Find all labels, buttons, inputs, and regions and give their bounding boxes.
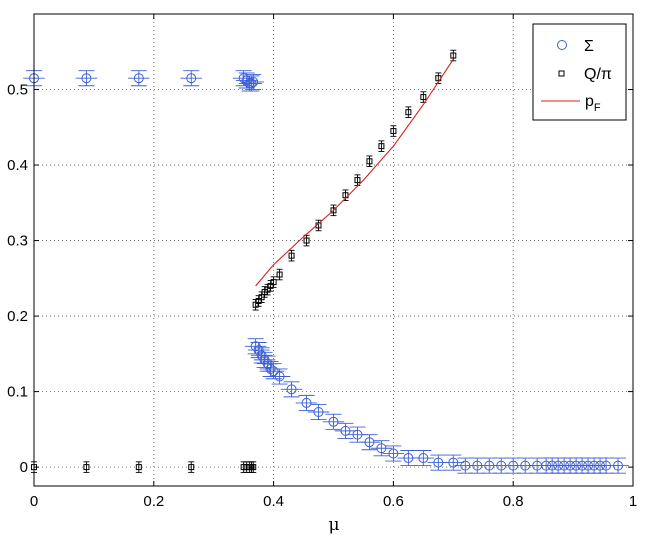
q-point — [276, 271, 283, 278]
sigma-point — [583, 460, 594, 471]
sigma-point — [81, 73, 92, 84]
x-tick-label: 0.4 — [263, 493, 284, 510]
grid-lines — [34, 14, 633, 486]
sigma-point — [376, 443, 387, 454]
sigma-point — [541, 460, 552, 471]
q-point — [330, 207, 337, 214]
legend-q-marker — [558, 70, 565, 77]
sigma-point — [241, 75, 252, 86]
sigma-point — [133, 73, 144, 84]
sigma-point — [238, 73, 249, 84]
sigma-point — [577, 460, 588, 471]
x-tick-label: 0.6 — [383, 493, 404, 510]
sigma-point — [352, 429, 363, 440]
sigma-point — [565, 460, 576, 471]
sigma-point — [259, 354, 270, 365]
sigma-point — [547, 460, 558, 471]
sigma-point — [364, 437, 375, 448]
q-point — [250, 464, 257, 471]
sigma-point — [301, 397, 312, 408]
y-tick-labels: 0 0.1 0.2 0.3 0.4 0.5 — [7, 82, 28, 477]
y-tick-label: 0 — [20, 459, 28, 476]
y-tick-label: 0.2 — [7, 308, 28, 325]
q-point — [450, 52, 457, 59]
sigma-point — [433, 457, 444, 468]
legend-pf-subscript: F — [594, 102, 601, 114]
x-tick-label: 0.8 — [503, 493, 524, 510]
y-tick-label: 0.1 — [7, 384, 28, 401]
q-point — [354, 177, 361, 184]
y-tick-label: 0.5 — [7, 82, 28, 99]
sigma-point — [589, 460, 600, 471]
q-point — [405, 109, 412, 116]
series-pf-line — [255, 59, 454, 287]
legend-q-label: Q/π — [584, 66, 612, 83]
q-point — [390, 128, 397, 135]
sigma-point — [265, 363, 276, 374]
sigma-point — [328, 416, 339, 427]
legend-box — [532, 23, 627, 121]
sigma-point — [418, 453, 429, 464]
sigma-point — [186, 73, 197, 84]
q-point — [420, 94, 427, 101]
q-point — [288, 252, 295, 259]
pf-curve — [255, 59, 454, 287]
legend: Σ Q/π pF — [532, 23, 627, 121]
q-point — [378, 143, 385, 150]
x-tick-labels: 0 0.2 0.4 0.6 0.8 1 — [30, 493, 637, 510]
sigma-point — [496, 460, 507, 471]
legend-pf-label: pF — [585, 93, 601, 114]
axes-frame — [33, 13, 634, 487]
legend-sigma-label: Σ — [584, 38, 594, 55]
sigma-point — [403, 453, 414, 464]
sigma-point — [253, 345, 264, 356]
sigma-point — [508, 460, 519, 471]
sigma-point — [248, 76, 259, 87]
sigma-point — [448, 457, 459, 468]
legend-sigma-marker — [557, 40, 567, 50]
y-tick-label: 0.3 — [7, 233, 28, 250]
sigma-point — [268, 366, 279, 377]
sigma-point — [613, 460, 624, 471]
q-point — [135, 464, 142, 471]
sigma-point — [484, 460, 495, 471]
x-tick-label: 0 — [30, 493, 38, 510]
x-tick-label: 1 — [629, 493, 637, 510]
sigma-point — [274, 371, 285, 382]
sigma-point — [388, 448, 399, 459]
y-tick-label: 0.4 — [7, 157, 28, 174]
sigma-point — [520, 460, 531, 471]
series-sigma-points — [29, 73, 624, 471]
sigma-point — [340, 425, 351, 436]
sigma-point — [571, 460, 582, 471]
sigma-point — [262, 358, 273, 369]
axis-ticks — [33, 14, 634, 486]
sigma-point — [250, 341, 261, 352]
sigma-point — [601, 460, 612, 471]
q-point — [270, 279, 277, 286]
sigma-point — [286, 384, 297, 395]
q-point — [83, 464, 90, 471]
q-point — [366, 158, 373, 165]
sigma-point — [246, 78, 257, 89]
sigma-point — [313, 406, 324, 417]
q-point — [303, 237, 310, 244]
sigma-point — [595, 460, 606, 471]
sigma-point — [553, 460, 564, 471]
x-tick-label: 0.2 — [143, 493, 164, 510]
x-axis-label: μ — [328, 515, 339, 535]
q-point — [188, 464, 195, 471]
sigma-point — [559, 460, 570, 471]
legend-pf-main: p — [585, 93, 594, 110]
sigma-point — [472, 460, 483, 471]
sigma-point — [460, 460, 471, 471]
